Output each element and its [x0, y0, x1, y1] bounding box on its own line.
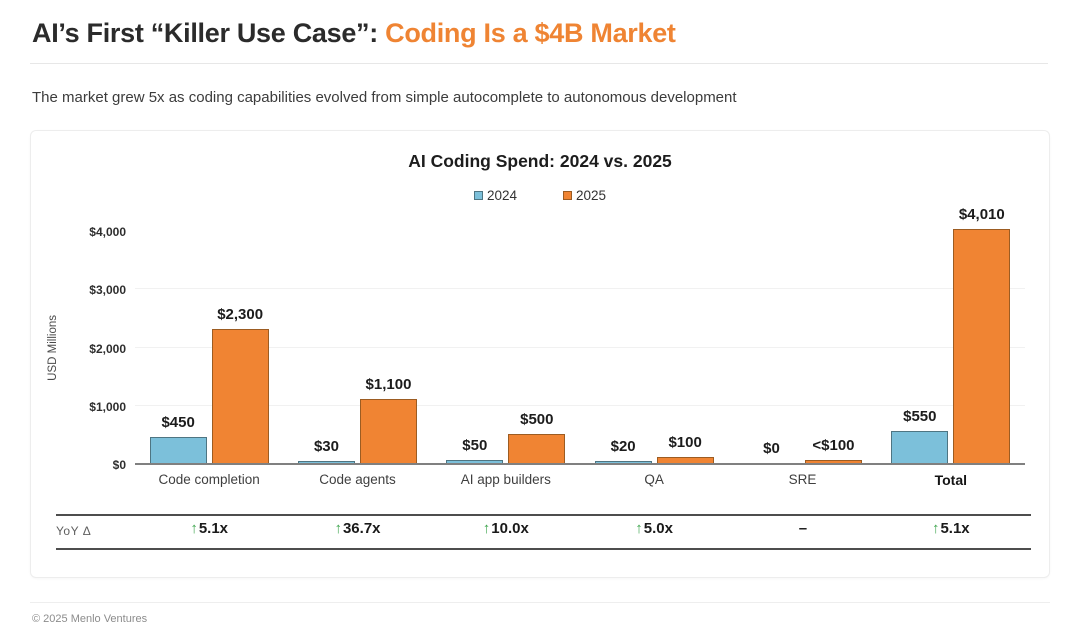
page-title-dark: AI’s First “Killer Use Case”: [32, 18, 386, 48]
chart-legend: 2024 2025 [31, 188, 1049, 203]
plot-area: $450 $2,300 $30 $1,100 $50 $500 $20 $100… [135, 206, 1025, 465]
header-divider [30, 63, 1048, 64]
up-arrow-icon: ↑ [190, 520, 198, 537]
legend-item-2024: 2024 [473, 188, 517, 203]
bar-2024 [297, 461, 355, 463]
category-label: SRE [788, 472, 817, 487]
page-title-accent: Coding Is a $4B Market [385, 18, 676, 48]
bar-value-label: $500 [520, 410, 554, 428]
yoy-value: ↑10.0x [432, 520, 580, 537]
legend-swatch-2025 [563, 191, 572, 200]
yoy-value: ↑36.7x [283, 520, 431, 537]
gridline-3000 [135, 288, 1025, 289]
bar-2024 [446, 460, 504, 463]
bar-group-ai-app-builders: $50 $500 [432, 230, 580, 463]
bar-group-total: $550 $4,010 [877, 206, 1025, 463]
y-tick: $4,000 [89, 225, 126, 239]
y-axis-ticks: $0 $1,000 $2,000 $3,000 $4,000 [56, 225, 126, 472]
legend-label-2024: 2024 [486, 188, 517, 203]
yoy-table-bottom-border [56, 548, 1031, 550]
bar-value-label: $550 [903, 407, 937, 425]
yoy-row-label: YoY Δ [56, 524, 92, 538]
page-subtitle: The market grew 5x as coding capabilitie… [32, 89, 737, 106]
up-arrow-icon: ↑ [635, 520, 643, 537]
bar-value-label: <$100 [812, 437, 855, 455]
yoy-multiplier: 5.1x [198, 520, 229, 537]
bar-value-label: $1,100 [365, 375, 412, 393]
up-arrow-icon: ↑ [334, 520, 342, 537]
gridline-2000 [135, 347, 1025, 348]
bar-group-code-agents: $30 $1,100 [283, 230, 431, 463]
y-tick: $3,000 [89, 283, 126, 297]
category-label: Code agents [319, 472, 396, 487]
bar-groups: $450 $2,300 $30 $1,100 $50 $500 $20 $100… [135, 206, 1025, 463]
yoy-value: ↑5.1x [135, 520, 283, 537]
legend-item-2025: 2025 [563, 188, 606, 203]
bar-2024 [891, 430, 949, 463]
yoy-multiplier: 5.1x [940, 520, 970, 537]
chart-card: AI Coding Spend: 2024 vs. 2025 2024 2025… [30, 130, 1050, 578]
bar-value-label: $100 [668, 434, 702, 452]
yoy-multiplier: 5.0x [643, 520, 673, 537]
up-arrow-icon: ↑ [931, 520, 940, 537]
category-label: AI app builders [460, 472, 551, 487]
yoy-value: ↑5.1x [877, 520, 1025, 537]
yoy-value: – [728, 520, 876, 537]
bar-2025 [656, 457, 714, 463]
bar-2025 [804, 460, 862, 463]
copyright-text: © 2025 Menlo Ventures [32, 613, 148, 625]
y-tick: $0 [112, 458, 126, 472]
bar-2025 [508, 433, 566, 463]
bar-2024 [594, 461, 652, 463]
bar-group-qa: $20 $100 [580, 230, 728, 463]
bar-group-code-completion: $450 $2,300 [135, 230, 283, 463]
yoy-multiplier: – [798, 520, 808, 537]
bar-2025 [359, 398, 417, 463]
bar-value-label: $450 [161, 413, 195, 431]
bar-value-label: $4,010 [958, 206, 1005, 224]
yoy-value: ↑5.0x [580, 520, 728, 537]
legend-label-2025: 2025 [576, 188, 607, 203]
up-arrow-icon: ↑ [482, 520, 491, 537]
legend-swatch-2024 [473, 191, 483, 200]
bar-2024 [149, 436, 207, 463]
yoy-table-top-border [56, 514, 1031, 516]
yoy-values-row: ↑5.1x ↑36.7x ↑10.0x ↑5.0x – ↑5.1x [135, 520, 1025, 537]
bar-value-label: $30 [313, 438, 339, 455]
chart-title: AI Coding Spend: 2024 vs. 2025 [408, 151, 672, 171]
footer-divider [30, 602, 1050, 603]
gridline-1000 [135, 405, 1025, 406]
yoy-multiplier: 36.7x [342, 520, 381, 537]
bar-value-label: $20 [610, 438, 636, 455]
x-axis-line [135, 463, 1025, 465]
category-label: QA [644, 472, 664, 487]
y-tick: $2,000 [89, 342, 126, 356]
category-label: Code completion [158, 472, 260, 487]
category-labels: Code completion Code agents AI app build… [135, 472, 1025, 488]
y-tick: $1,000 [89, 400, 126, 414]
bar-value-label: $50 [462, 437, 488, 455]
bar-2025 [953, 229, 1011, 463]
page-title: AI’s First “Killer Use Case”: Coding Is … [32, 18, 676, 49]
bar-value-label: $2,300 [217, 306, 264, 324]
bar-value-label: $0 [763, 440, 780, 457]
bar-2025 [211, 329, 269, 463]
bar-group-sre: $0 <$100 [728, 230, 876, 463]
yoy-multiplier: 10.0x [491, 520, 529, 537]
category-label-total: Total [934, 472, 967, 488]
